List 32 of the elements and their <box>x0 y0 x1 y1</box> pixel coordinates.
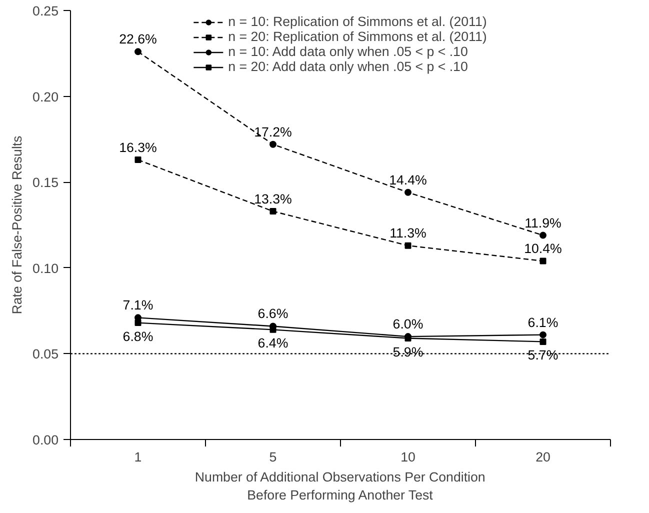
y-tick-label: 0.05 <box>32 346 59 362</box>
data-label: 5.7% <box>528 348 558 363</box>
y-tick-label: 0.00 <box>32 432 59 448</box>
y-tick-label: 0.25 <box>32 4 59 18</box>
data-label: 16.3% <box>119 140 158 155</box>
data-label: 6.6% <box>258 306 288 322</box>
y-axis-title: Rate of False-Positive Results <box>10 135 25 314</box>
data-label: 5.9% <box>392 344 424 360</box>
legend-label: n = 10: Replication of Simmons et al. (2011) <box>228 14 487 29</box>
y-tick-label: 0.20 <box>32 89 59 104</box>
x-tick-label: 5 <box>269 450 277 464</box>
y-tick-label: 0.15 <box>32 175 59 190</box>
y-tick-label: 0.10 <box>32 260 59 276</box>
data-label: 10.4% <box>524 241 562 256</box>
data-label: 11.9% <box>524 215 562 230</box>
data-label: 6.0% <box>392 316 424 332</box>
data-label: 6.4% <box>258 336 288 351</box>
data-label: 17.2% <box>254 124 292 140</box>
x-tick-label: 20 <box>536 450 550 464</box>
data-label: 11.3% <box>390 226 427 241</box>
x-tick-label: 1 <box>134 450 142 464</box>
data-label: 22.6% <box>119 32 158 47</box>
x-axis-title: Number of Additional Observations Per Condition Before Performing Another Test <box>194 470 486 502</box>
data-label: 13.3% <box>254 191 292 206</box>
data-label: 7.1% <box>122 298 154 313</box>
legend-label: n = 10: Add data only when .05 < p < .10 <box>228 44 468 59</box>
legend-label: n = 20: Add data only when .05 < p < .10 <box>228 59 468 74</box>
legend-label: n = 20: Replication of Simmons et al. (2011) <box>228 29 487 44</box>
data-label: 14.4% <box>389 172 428 188</box>
data-label: 6.8% <box>122 328 154 344</box>
data-label: 6.1% <box>528 314 558 330</box>
x-tick-label: 10 <box>400 450 416 464</box>
